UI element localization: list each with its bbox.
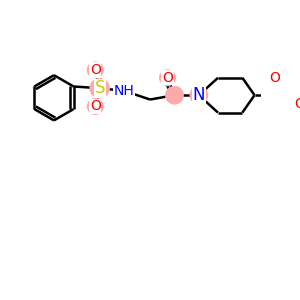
Text: N: N (193, 86, 205, 104)
Text: O: O (90, 100, 101, 113)
Circle shape (90, 79, 109, 98)
Text: O: O (90, 63, 101, 77)
Text: O: O (269, 71, 280, 85)
Circle shape (88, 99, 103, 114)
Circle shape (166, 86, 183, 104)
Text: NH: NH (114, 84, 134, 98)
Text: O: O (294, 97, 300, 111)
Text: O: O (162, 71, 173, 85)
Text: S: S (94, 79, 105, 97)
Circle shape (190, 86, 208, 104)
Circle shape (160, 70, 175, 86)
Circle shape (88, 62, 103, 78)
